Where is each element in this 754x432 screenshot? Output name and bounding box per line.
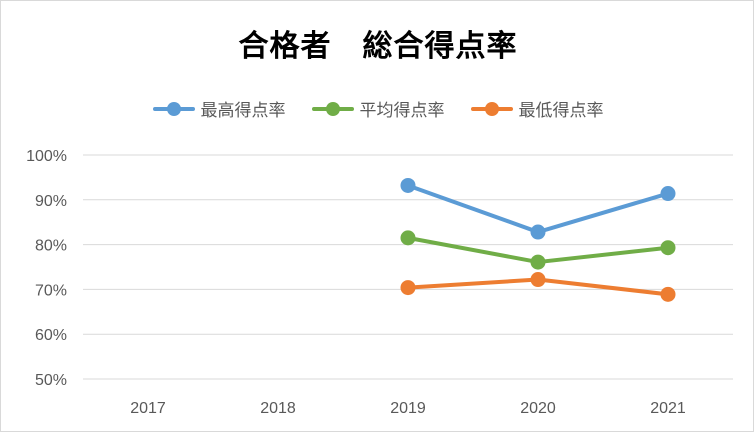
y-tick-label: 60% bbox=[35, 327, 67, 344]
y-tick-label: 50% bbox=[35, 372, 67, 389]
data-point bbox=[530, 254, 546, 270]
chart-title: 合格者 総合得点率 bbox=[238, 29, 518, 64]
legend-label-min: 最低得点率 bbox=[518, 101, 604, 121]
x-tick-label: 2020 bbox=[520, 400, 556, 417]
legend-item-min: 最低得点率 bbox=[470, 96, 604, 121]
legend-item-avg: 平均得点率 bbox=[311, 96, 445, 121]
data-point bbox=[530, 224, 546, 240]
legend-marker-avg bbox=[325, 101, 340, 116]
legend-label-max: 最高得点率 bbox=[200, 101, 286, 121]
data-point bbox=[400, 230, 416, 246]
y-tick-label: 80% bbox=[35, 238, 67, 255]
data-point bbox=[400, 177, 416, 193]
data-point bbox=[660, 240, 676, 256]
data-point bbox=[530, 272, 546, 288]
y-tick-label: 70% bbox=[35, 282, 67, 299]
chart-legend: 最高得点率 平均得点率 最低得点率 bbox=[1, 96, 754, 121]
legend-swatch-avg bbox=[311, 101, 354, 116]
legend-item-max: 最高得点率 bbox=[152, 96, 286, 121]
x-tick-label: 2018 bbox=[260, 400, 296, 417]
data-point bbox=[660, 186, 676, 202]
data-point bbox=[400, 280, 416, 296]
x-tick-label: 2017 bbox=[130, 400, 166, 417]
y-tick-label: 90% bbox=[35, 193, 67, 210]
legend-swatch-max bbox=[152, 101, 195, 116]
legend-marker-max bbox=[166, 101, 181, 116]
legend-label-avg: 平均得点率 bbox=[359, 101, 445, 121]
x-tick-label: 2021 bbox=[650, 400, 686, 417]
data-point bbox=[660, 286, 676, 302]
x-tick-label: 2019 bbox=[390, 400, 426, 417]
y-tick-label: 100% bbox=[26, 148, 67, 165]
legend-marker-min bbox=[484, 101, 499, 116]
legend-swatch-min bbox=[470, 101, 513, 116]
